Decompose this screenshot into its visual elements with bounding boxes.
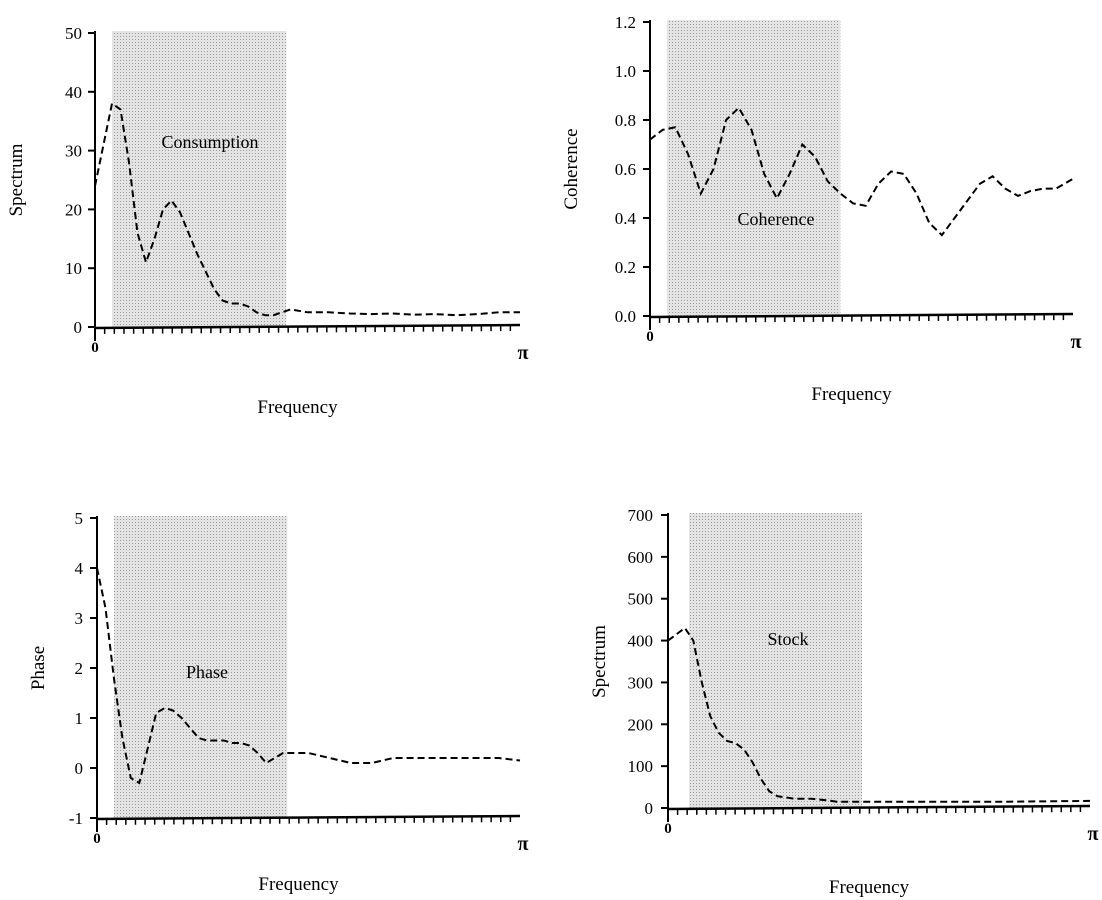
shaded-band [113,516,288,818]
x-axis-title: Frequency [258,874,339,895]
x-tick-label-pi: π [1088,823,1099,845]
x-tick-label-pi: π [518,342,529,364]
chart-panel-phase: -1 0 1 2 3 4 5 0 π Frequency Phase Phase [28,509,529,895]
y-tick-label: 0.2 [615,258,636,277]
x-axis-title: Frequency [257,397,338,418]
y-tick-label: 600 [628,548,654,567]
y-axis-title: Coherence [561,128,582,209]
y-tick-label: 20 [65,200,82,219]
chart-annotation: Phase [186,662,228,682]
y-tick-label: 10 [65,259,82,278]
y-tick-label: 30 [65,142,82,161]
y-tick-label: 5 [75,509,84,528]
y-tick-label: 1.0 [615,62,636,81]
y-tick-label: 2 [75,659,84,678]
y-tick-label: 300 [628,673,654,692]
x-tick-label-zero: 0 [646,329,654,345]
shaded-band [112,31,287,327]
chart-panel-stock: 0 100 200 300 400 500 600 700 0 π Frequency Spectru… [589,506,1099,898]
y-tick-label: 50 [65,24,82,43]
y-tick-label: -1 [69,809,83,828]
y-tick-label: 1 [75,709,84,728]
series-line-0 [94,101,520,317]
y-tick-label: 0.4 [615,209,637,228]
series-line-0 [649,106,1074,237]
chart-panel-coherence: 0.0 0.2 0.4 0.6 0.8 1.0 1.2 0 π Frequency Coherenc… [561,13,1082,405]
chart-annotation: Coherence [738,209,815,229]
y-axis-title: Spectrum [6,143,27,216]
y-tick-label: 0.8 [615,111,636,130]
y-tick-label: 0 [645,799,654,818]
y-tick-label: 400 [628,632,654,651]
chart-annotation: Stock [767,629,808,649]
y-axis-title: Phase [28,646,49,690]
y-tick-label: 100 [628,757,654,776]
x-tick-label-pi: π [518,833,529,855]
series-line-0 [96,567,521,785]
shaded-band [666,20,841,316]
y-tick-label: 0.0 [615,307,636,326]
y-tick-label: 40 [65,83,82,102]
y-tick-label: 500 [628,590,654,609]
shaded-band [689,513,863,808]
y-tick-label: 200 [628,715,654,734]
x-tick-label-zero: 0 [93,831,101,847]
y-tick-label: 0 [75,759,84,778]
x-axis-title: Frequency [811,384,892,405]
y-tick-label: 700 [628,506,654,525]
y-tick-label: 4 [75,559,84,578]
series-line-0 [667,626,1091,803]
y-tick-label: 0 [74,318,83,337]
y-axis-title: Spectrum [589,625,610,698]
chart-panel-consumption: 0 10 20 30 40 50 0 π Frequency Spectrum Consumptio… [6,24,529,418]
y-tick-label: 3 [75,609,84,628]
x-tick-label-pi: π [1071,331,1082,353]
y-tick-label: 0.6 [615,160,636,179]
x-tick-label-zero: 0 [664,821,672,837]
chart-annotation: Consumption [161,132,258,152]
x-tick-label-zero: 0 [91,340,99,356]
x-axis-title: Frequency [829,877,910,898]
y-tick-label: 1.2 [615,13,636,32]
